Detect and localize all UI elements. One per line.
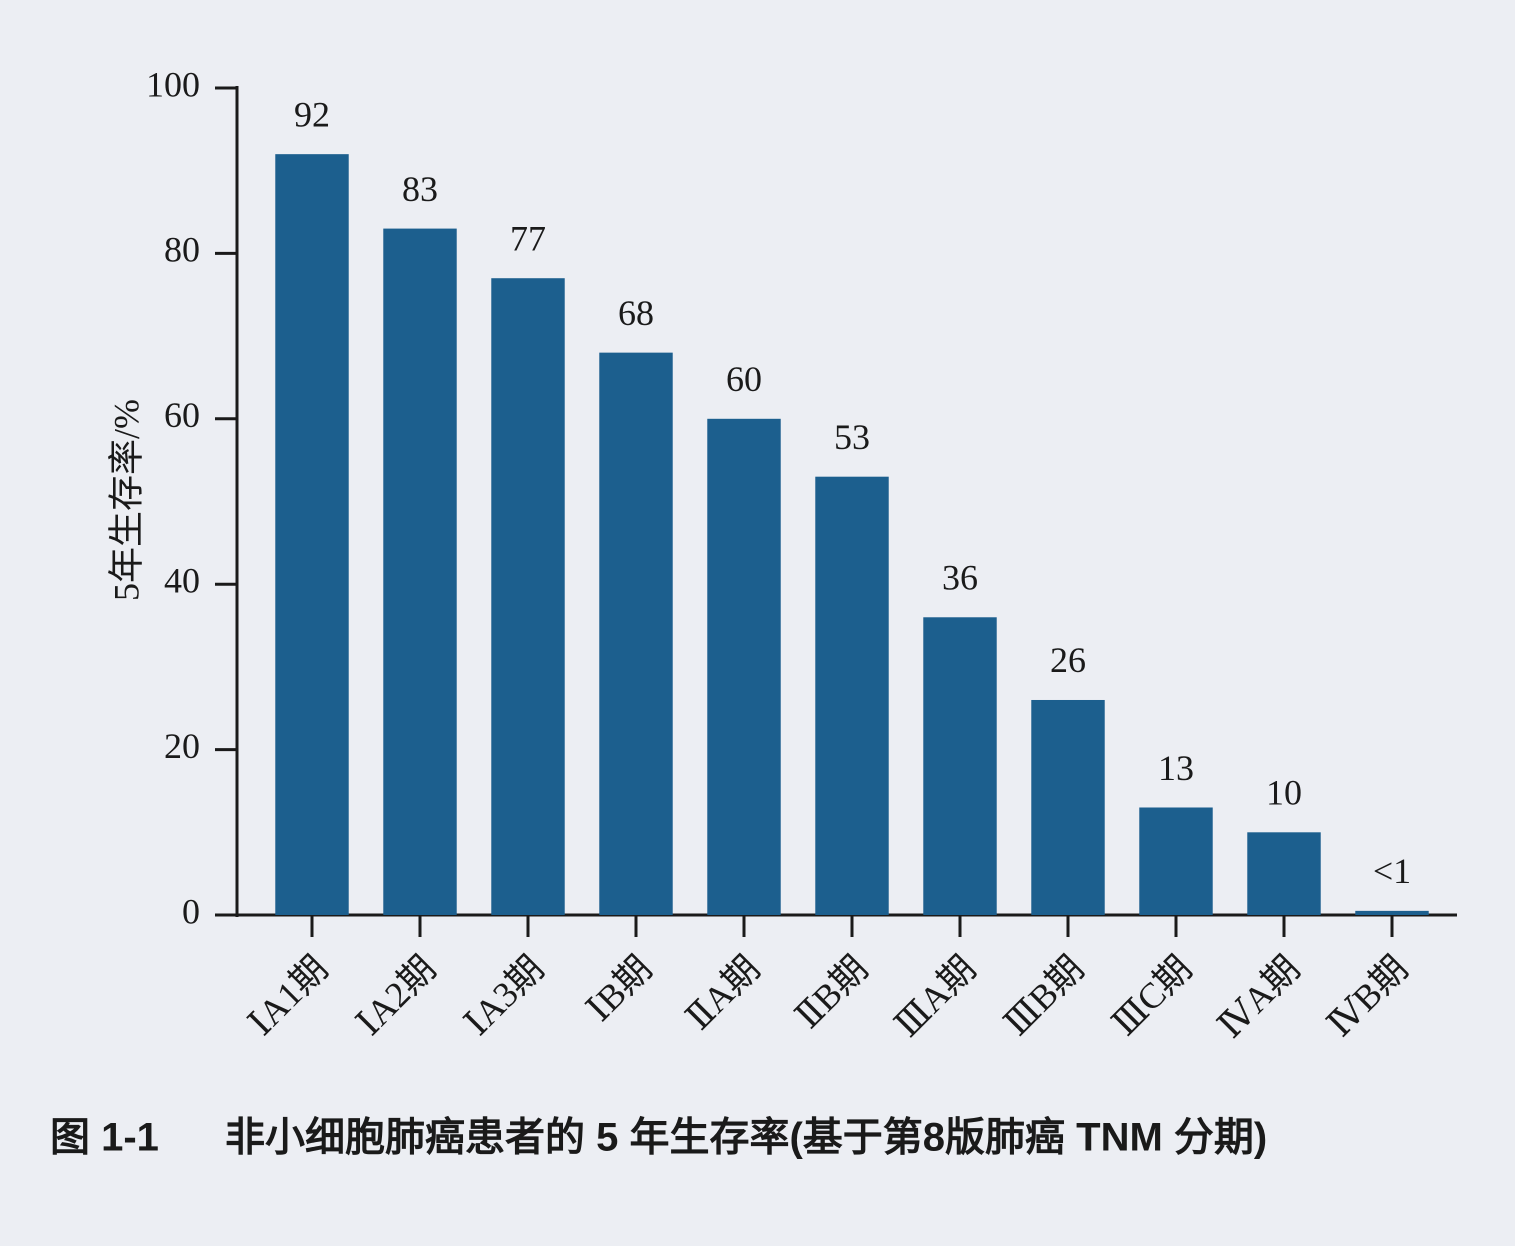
bar	[707, 418, 781, 915]
y-axis-label: 5年生存率/%	[106, 399, 146, 601]
bar	[815, 476, 889, 915]
value-label: 60	[726, 359, 762, 399]
value-label: 83	[402, 169, 438, 209]
value-label: 26	[1050, 640, 1086, 680]
y-tick-label: 60	[164, 395, 200, 435]
y-tick-label: 100	[146, 64, 200, 104]
bar	[923, 617, 997, 915]
bar	[1139, 807, 1213, 915]
y-tick-label: 40	[164, 560, 200, 600]
y-tick-label: 20	[164, 726, 200, 766]
y-tick-label: 0	[182, 891, 200, 931]
y-tick-label: 80	[164, 230, 200, 270]
value-label: 10	[1266, 773, 1302, 813]
bar	[383, 228, 457, 916]
figure-number: 图 1-1	[50, 1116, 159, 1160]
value-label: 13	[1158, 748, 1194, 788]
value-label: 36	[942, 558, 978, 598]
chart-title: 非小细胞肺癌患者的 5 年生存率(基于第8版肺癌 TNM 分期)	[225, 1116, 1267, 1160]
bar	[1247, 832, 1321, 915]
bar	[599, 352, 673, 915]
value-label: 68	[618, 293, 654, 333]
bar	[491, 278, 565, 916]
value-label: 92	[294, 94, 330, 134]
value-label: <1	[1373, 851, 1411, 891]
bar	[1355, 910, 1429, 915]
value-label: 53	[834, 417, 870, 457]
value-label: 77	[510, 218, 546, 258]
bar	[1031, 699, 1105, 915]
bar	[275, 154, 349, 915]
